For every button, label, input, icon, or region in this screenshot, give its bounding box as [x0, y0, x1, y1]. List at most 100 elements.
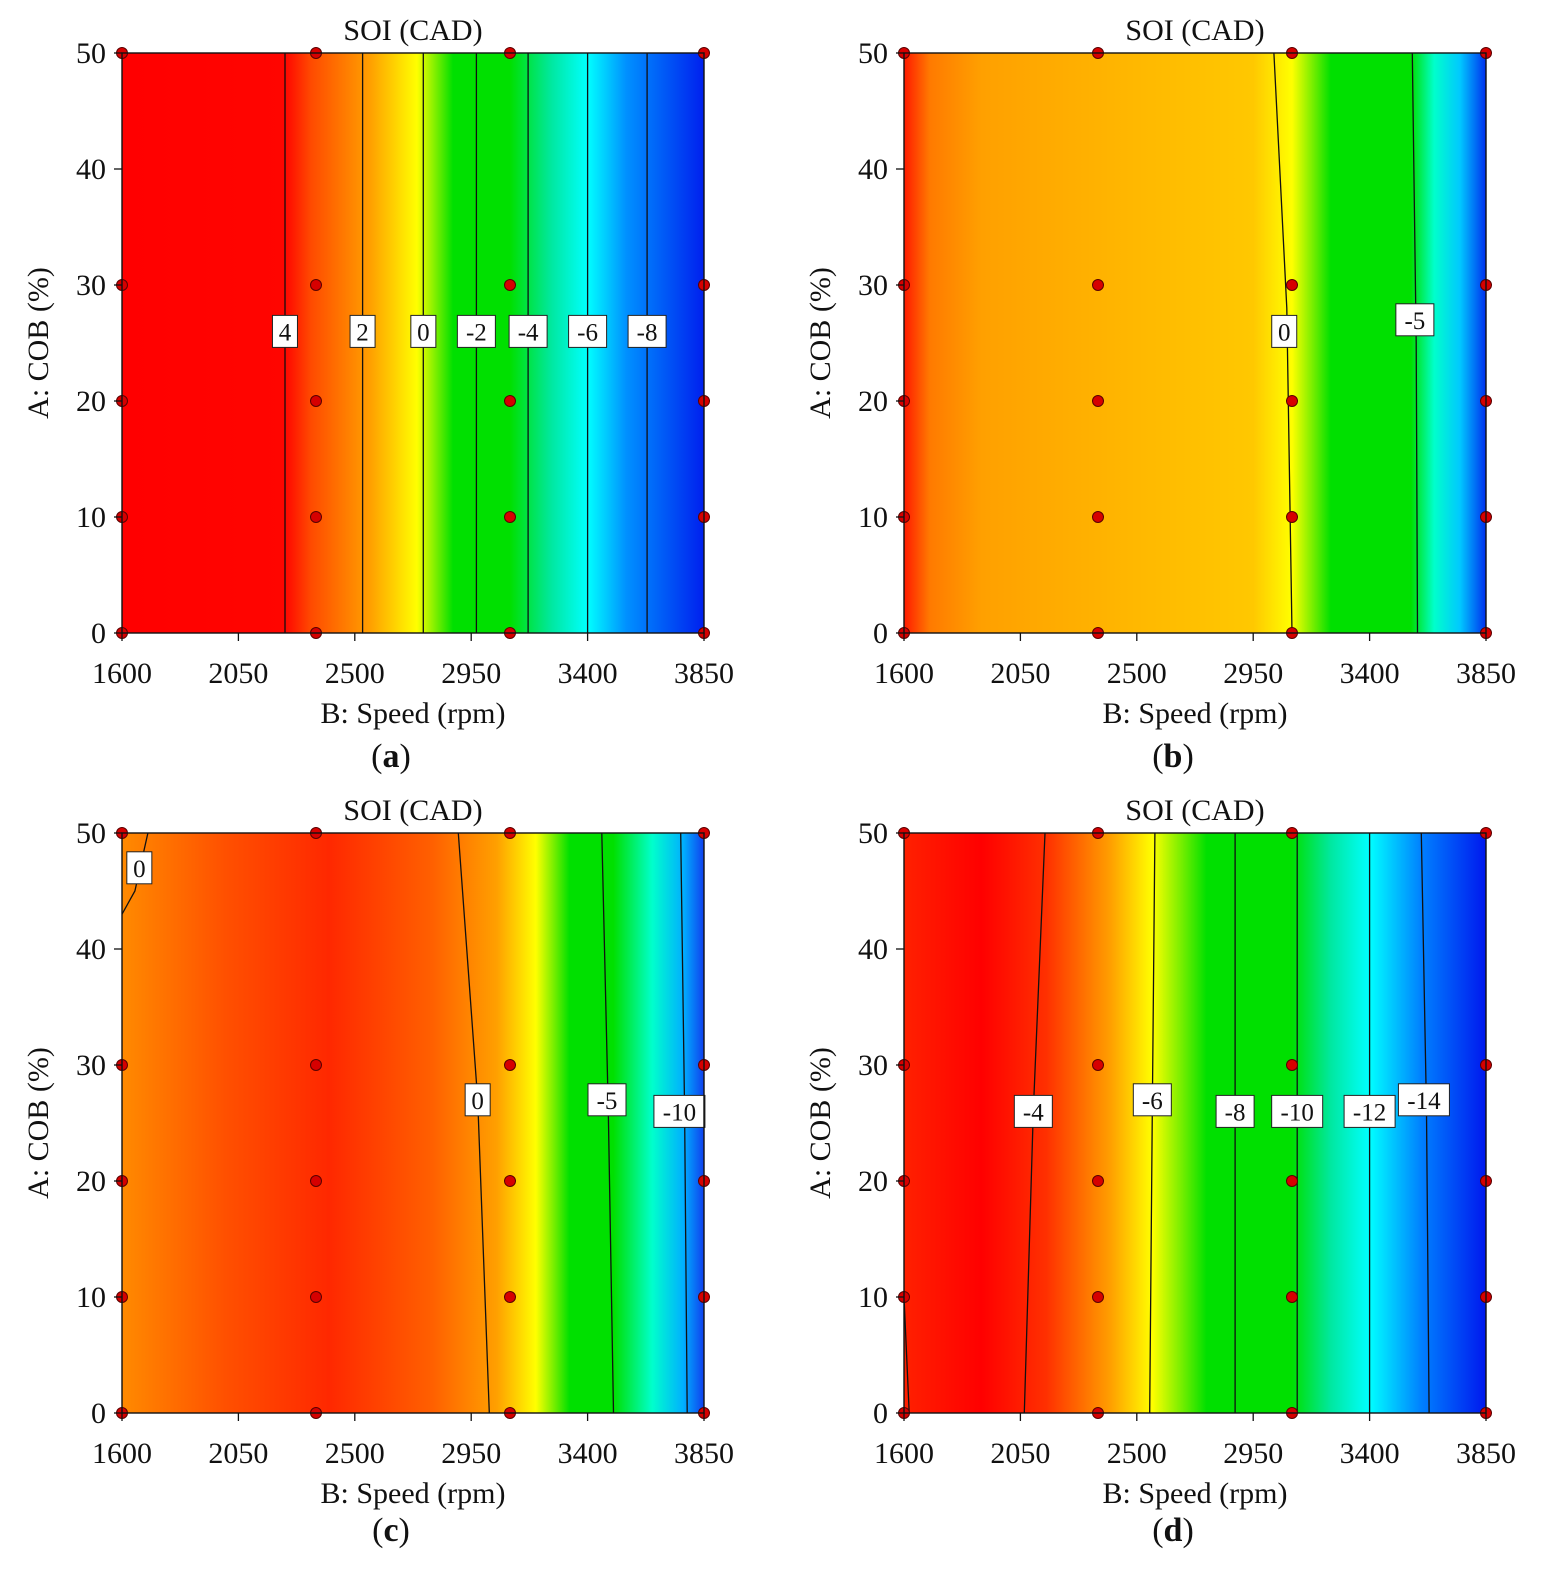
x-tick-label: 3400: [558, 657, 618, 690]
x-axis-label: B: Speed (rpm): [1103, 1477, 1288, 1510]
contour-label: -10: [663, 1099, 696, 1126]
y-tick-label: 0: [873, 617, 888, 650]
contour-label-box: [627, 314, 667, 348]
y-tick-label: 50: [76, 37, 106, 70]
y-tick-label: 10: [76, 1281, 106, 1314]
x-tick-label: 2950: [1223, 657, 1283, 690]
y-tick-label: 40: [76, 153, 106, 186]
design-point: [1286, 1175, 1298, 1187]
contour-label-box: [587, 1083, 627, 1117]
contour-label: -14: [1407, 1088, 1441, 1115]
design-point: [504, 511, 516, 523]
design-point: [310, 279, 322, 291]
x-axis-label: B: Speed (rpm): [321, 1477, 506, 1510]
y-tick-label: 10: [858, 501, 888, 534]
x-tick-label: 1600: [874, 1437, 934, 1470]
chart-title: SOI (CAD): [1125, 14, 1264, 47]
contour-label-box: [568, 314, 608, 348]
panel-caption-c: (c): [372, 1512, 410, 1549]
y-tick-label: 0: [873, 1397, 888, 1430]
x-tick-label: 2050: [208, 657, 268, 690]
y-axis-label: A: COB (%): [22, 267, 55, 419]
contour-label: -12: [1353, 1099, 1386, 1126]
contour-label-box: [508, 314, 548, 348]
contour-label-box: [1397, 1083, 1450, 1117]
contour-label: -4: [518, 319, 539, 346]
design-point: [1092, 279, 1104, 291]
design-point: [310, 395, 322, 407]
panel-caption-d: (d): [1152, 1512, 1194, 1549]
design-point: [1092, 1059, 1104, 1071]
y-tick-label: 0: [91, 1397, 106, 1430]
contour-chart-b: 0 -5 1600 2050 2500 2950 3400 3850 0 10 20 30 40 50 SO…: [804, 14, 1516, 730]
contour-label: -6: [1142, 1088, 1163, 1115]
contour-label: 0: [471, 1088, 484, 1115]
contour-label: 2: [356, 319, 369, 346]
x-tick-label: 3400: [558, 1437, 618, 1470]
x-tick-label: 2500: [325, 657, 385, 690]
y-tick-label: 20: [858, 1165, 888, 1198]
x-tick-label: 3400: [1340, 657, 1400, 690]
x-tick-label: 2050: [208, 1437, 268, 1470]
contour-fill: [122, 833, 704, 1413]
design-point: [310, 1291, 322, 1303]
contour-label-box: [464, 1083, 491, 1117]
x-tick-label: 3400: [1340, 1437, 1400, 1470]
design-point: [1286, 279, 1298, 291]
contour-label-box: [410, 314, 437, 348]
y-tick-label: 30: [76, 269, 106, 302]
contour-line: [1273, 52, 1293, 634]
plot-frame: [903, 832, 1487, 1414]
contour-fill: [904, 833, 1486, 1413]
contour-label: -5: [597, 1088, 618, 1115]
contour-label: 0: [133, 856, 146, 883]
design-point: [1092, 1291, 1104, 1303]
design-point: [504, 1059, 516, 1071]
contour-label-box: [1271, 314, 1298, 348]
contour-label: -8: [637, 319, 658, 346]
design-point: [504, 1291, 516, 1303]
contour-label: -2: [466, 319, 487, 346]
y-axis-label: A: COB (%): [804, 1047, 837, 1199]
design-point: [310, 511, 322, 523]
design-point: [1092, 395, 1104, 407]
contour-fill: [904, 53, 1486, 633]
x-tick-label: 3850: [674, 657, 734, 690]
chart-title: SOI (CAD): [1125, 794, 1264, 827]
x-tick-label: 2950: [441, 1437, 501, 1470]
panel-caption-b: (b): [1152, 738, 1194, 775]
x-tick-label: 2950: [441, 657, 501, 690]
contour-label: -5: [1404, 308, 1425, 335]
contour-label: 0: [417, 319, 430, 346]
y-tick-label: 10: [858, 1281, 888, 1314]
panel-d: -4 -6 -8 -10 -12 -14 1600 2050 2500 2950 3400 3850 0…: [782, 780, 1564, 1560]
design-point: [504, 395, 516, 407]
design-point: [1286, 1059, 1298, 1071]
design-point: [1286, 511, 1298, 523]
y-tick-label: 40: [76, 933, 106, 966]
contour-label-box: [1395, 303, 1435, 337]
contour-chart-c: 0 -5 -10 0 1600 2050 2500 2950 3400 3850 0 10 20 30 40…: [22, 794, 734, 1510]
contour-label-box: [271, 314, 298, 348]
contour-label-box: [1132, 1083, 1172, 1117]
y-tick-label: 40: [858, 933, 888, 966]
design-point: [1286, 1291, 1298, 1303]
contour-label-box: [349, 314, 376, 348]
x-tick-label: 1600: [92, 657, 152, 690]
x-tick-label: 3850: [674, 1437, 734, 1470]
y-axis-label: A: COB (%): [22, 1047, 55, 1199]
plot-frame: [121, 52, 705, 634]
contour-label-box: [126, 851, 153, 885]
contour-label-box: [1271, 1094, 1324, 1128]
panel-c: 0 -5 -10 0 1600 2050 2500 2950 3400 3850 0 10 20 30 40…: [0, 780, 782, 1560]
x-tick-label: 2500: [1107, 657, 1167, 690]
x-tick-label: 2500: [1107, 1437, 1167, 1470]
y-tick-label: 0: [91, 617, 106, 650]
y-tick-label: 20: [76, 1165, 106, 1198]
x-tick-label: 1600: [874, 657, 934, 690]
panel-b: 0 -5 1600 2050 2500 2950 3400 3850 0 10 20 30 40 50 SO…: [782, 0, 1564, 780]
y-axis-label: A: COB (%): [804, 267, 837, 419]
contour-line: [903, 1296, 910, 1414]
y-tick-label: 20: [858, 385, 888, 418]
